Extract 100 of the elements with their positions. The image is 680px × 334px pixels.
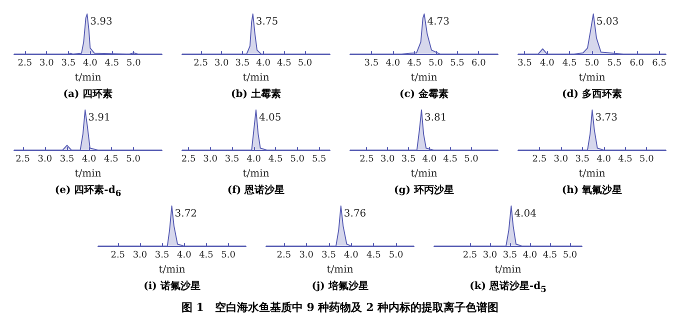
x-tick-label: 2.5 (276, 250, 292, 261)
annotation: 3.93 (90, 16, 112, 28)
x-tick-label: 4.0 (176, 250, 192, 261)
text: (a) 四环素 (62, 88, 114, 102)
x-tick-label: 4.0 (522, 250, 538, 261)
x-tick-label: 3.0 (299, 250, 314, 261)
x-tick-label: 4.5 (443, 154, 458, 165)
x-tick-label: 2.5 (110, 250, 126, 261)
annotation: 5.03 (596, 16, 619, 28)
x-tick-label: 5.0 (640, 154, 654, 165)
x-tick-label: 4.0 (422, 154, 437, 165)
x-tick-label: 3.0 (214, 58, 230, 69)
x-axis-title: t/min (158, 264, 186, 276)
x-tick-label: 5.0 (221, 250, 236, 261)
x-axis-title: t/min (242, 168, 270, 180)
x-tick-label: 6.5 (652, 58, 667, 69)
x-tick-label: 3.5 (60, 154, 74, 165)
x-tick-label: 5.5 (312, 154, 327, 165)
x-axis-title: t/min (74, 168, 102, 180)
x-axis-title: t/min (326, 264, 354, 276)
x-tick-label: 6.0 (630, 58, 644, 69)
x-tick-label: 3.5 (575, 154, 590, 165)
text: (c) 金霉素 (398, 88, 450, 102)
x-tick-label: 5.0 (126, 58, 142, 69)
x-tick-label: 3.0 (482, 250, 498, 261)
x-tick-label: 3.5 (502, 250, 518, 261)
x-axis-title: t/min (410, 72, 438, 84)
x-tick-label: 4.5 (104, 154, 119, 165)
x-tick-label: 2.5 (462, 250, 478, 261)
annotation: 3.91 (88, 112, 110, 124)
x-tick-label: 4.0 (246, 154, 262, 165)
x-tick-label: 4.5 (407, 58, 422, 69)
x-tick-label: 4.0 (256, 58, 271, 69)
x-tick-label: 5.0 (290, 154, 305, 165)
x-tick-label: 4.5 (199, 250, 214, 261)
text: (g) 环丙沙星 (393, 184, 455, 198)
x-axis-title: t/min (578, 72, 606, 84)
x-tick-label: 3.0 (380, 154, 396, 165)
x-tick-label: 5.0 (562, 250, 578, 261)
x-tick-label: 3.0 (554, 154, 568, 165)
annotation: 3.76 (344, 208, 366, 220)
x-tick-label: 6.0 (472, 58, 486, 69)
text: (k) 恩诺沙星-d$_{5}$ (468, 280, 548, 296)
x-tick-label: 5.0 (584, 58, 600, 69)
annotation: 3.73 (595, 112, 618, 124)
x-tick-label: 4.5 (268, 154, 284, 165)
annotation: 3.75 (256, 16, 278, 28)
x-tick-label: 4.0 (596, 154, 612, 165)
x-tick-label: 3.0 (203, 154, 218, 165)
text: (j) 培氟沙星 (310, 280, 370, 294)
annotation: 3.72 (174, 208, 198, 220)
x-tick-label: 4.5 (542, 250, 558, 261)
text: (e) 四环素-d$_{6}$ (54, 184, 122, 200)
x-tick-label: 4.0 (386, 58, 400, 69)
x-tick-label: 5.0 (464, 154, 479, 165)
x-tick-label: 4.5 (276, 58, 292, 69)
x-tick-label: 3.5 (61, 58, 76, 69)
x-tick-label: 3.5 (154, 250, 170, 261)
x-tick-label: 2.5 (194, 58, 208, 69)
text: (f) 恩诺沙星 (226, 184, 286, 198)
x-tick-label: 4.0 (82, 154, 97, 165)
x-tick-label: 2.5 (360, 154, 374, 165)
annotation: 4.73 (427, 16, 450, 28)
annotation: 3.81 (424, 112, 447, 124)
x-tick-label: 3.5 (518, 58, 532, 69)
x-tick-label: 4.5 (366, 250, 382, 261)
x-tick-label: 3.5 (364, 58, 379, 69)
x-tick-label: 4.0 (83, 58, 98, 69)
x-axis-title: t/min (242, 72, 270, 84)
x-tick-label: 3.0 (132, 250, 148, 261)
x-tick-label: 4.5 (562, 58, 577, 69)
x-tick-label: 3.5 (401, 154, 416, 165)
x-axis-title: t/min (74, 72, 102, 84)
annotation: 4.05 (259, 112, 282, 124)
x-tick-label: 5.5 (607, 58, 622, 69)
text: (h) 氧氟沙星 (560, 184, 624, 198)
x-tick-label: 5.5 (450, 58, 465, 69)
text: (b) 土霉素 (230, 88, 282, 102)
x-tick-label: 2.5 (18, 58, 32, 69)
x-tick-label: 2.5 (181, 154, 196, 165)
x-tick-label: 3.5 (235, 58, 250, 69)
text: (d) 多西环素 (561, 88, 623, 102)
x-tick-label: 5.0 (428, 58, 444, 69)
x-tick-label: 3.0 (39, 58, 54, 69)
x-axis-title: t/min (578, 168, 606, 180)
x-tick-label: 2.5 (16, 154, 30, 165)
x-tick-label: 5.0 (126, 154, 141, 165)
x-tick-label: 5.0 (298, 58, 312, 69)
x-tick-label: 4.0 (540, 58, 555, 69)
x-tick-label: 4.5 (618, 154, 633, 165)
x-tick-label: 3.5 (224, 154, 240, 165)
x-tick-label: 5.0 (388, 250, 404, 261)
x-axis-title: t/min (410, 168, 438, 180)
x-tick-label: 3.0 (38, 154, 52, 165)
x-tick-label: 4.5 (104, 58, 120, 69)
x-tick-label: 2.5 (532, 154, 547, 165)
x-tick-label: 3.5 (322, 250, 336, 261)
annotation: 4.04 (514, 208, 536, 220)
caption: 图 1 空白海水鱼基质中 9 种药物及 2 种内标的提取离子色谱图 (180, 300, 500, 315)
text: (i) 诺氟沙星 (142, 280, 202, 294)
